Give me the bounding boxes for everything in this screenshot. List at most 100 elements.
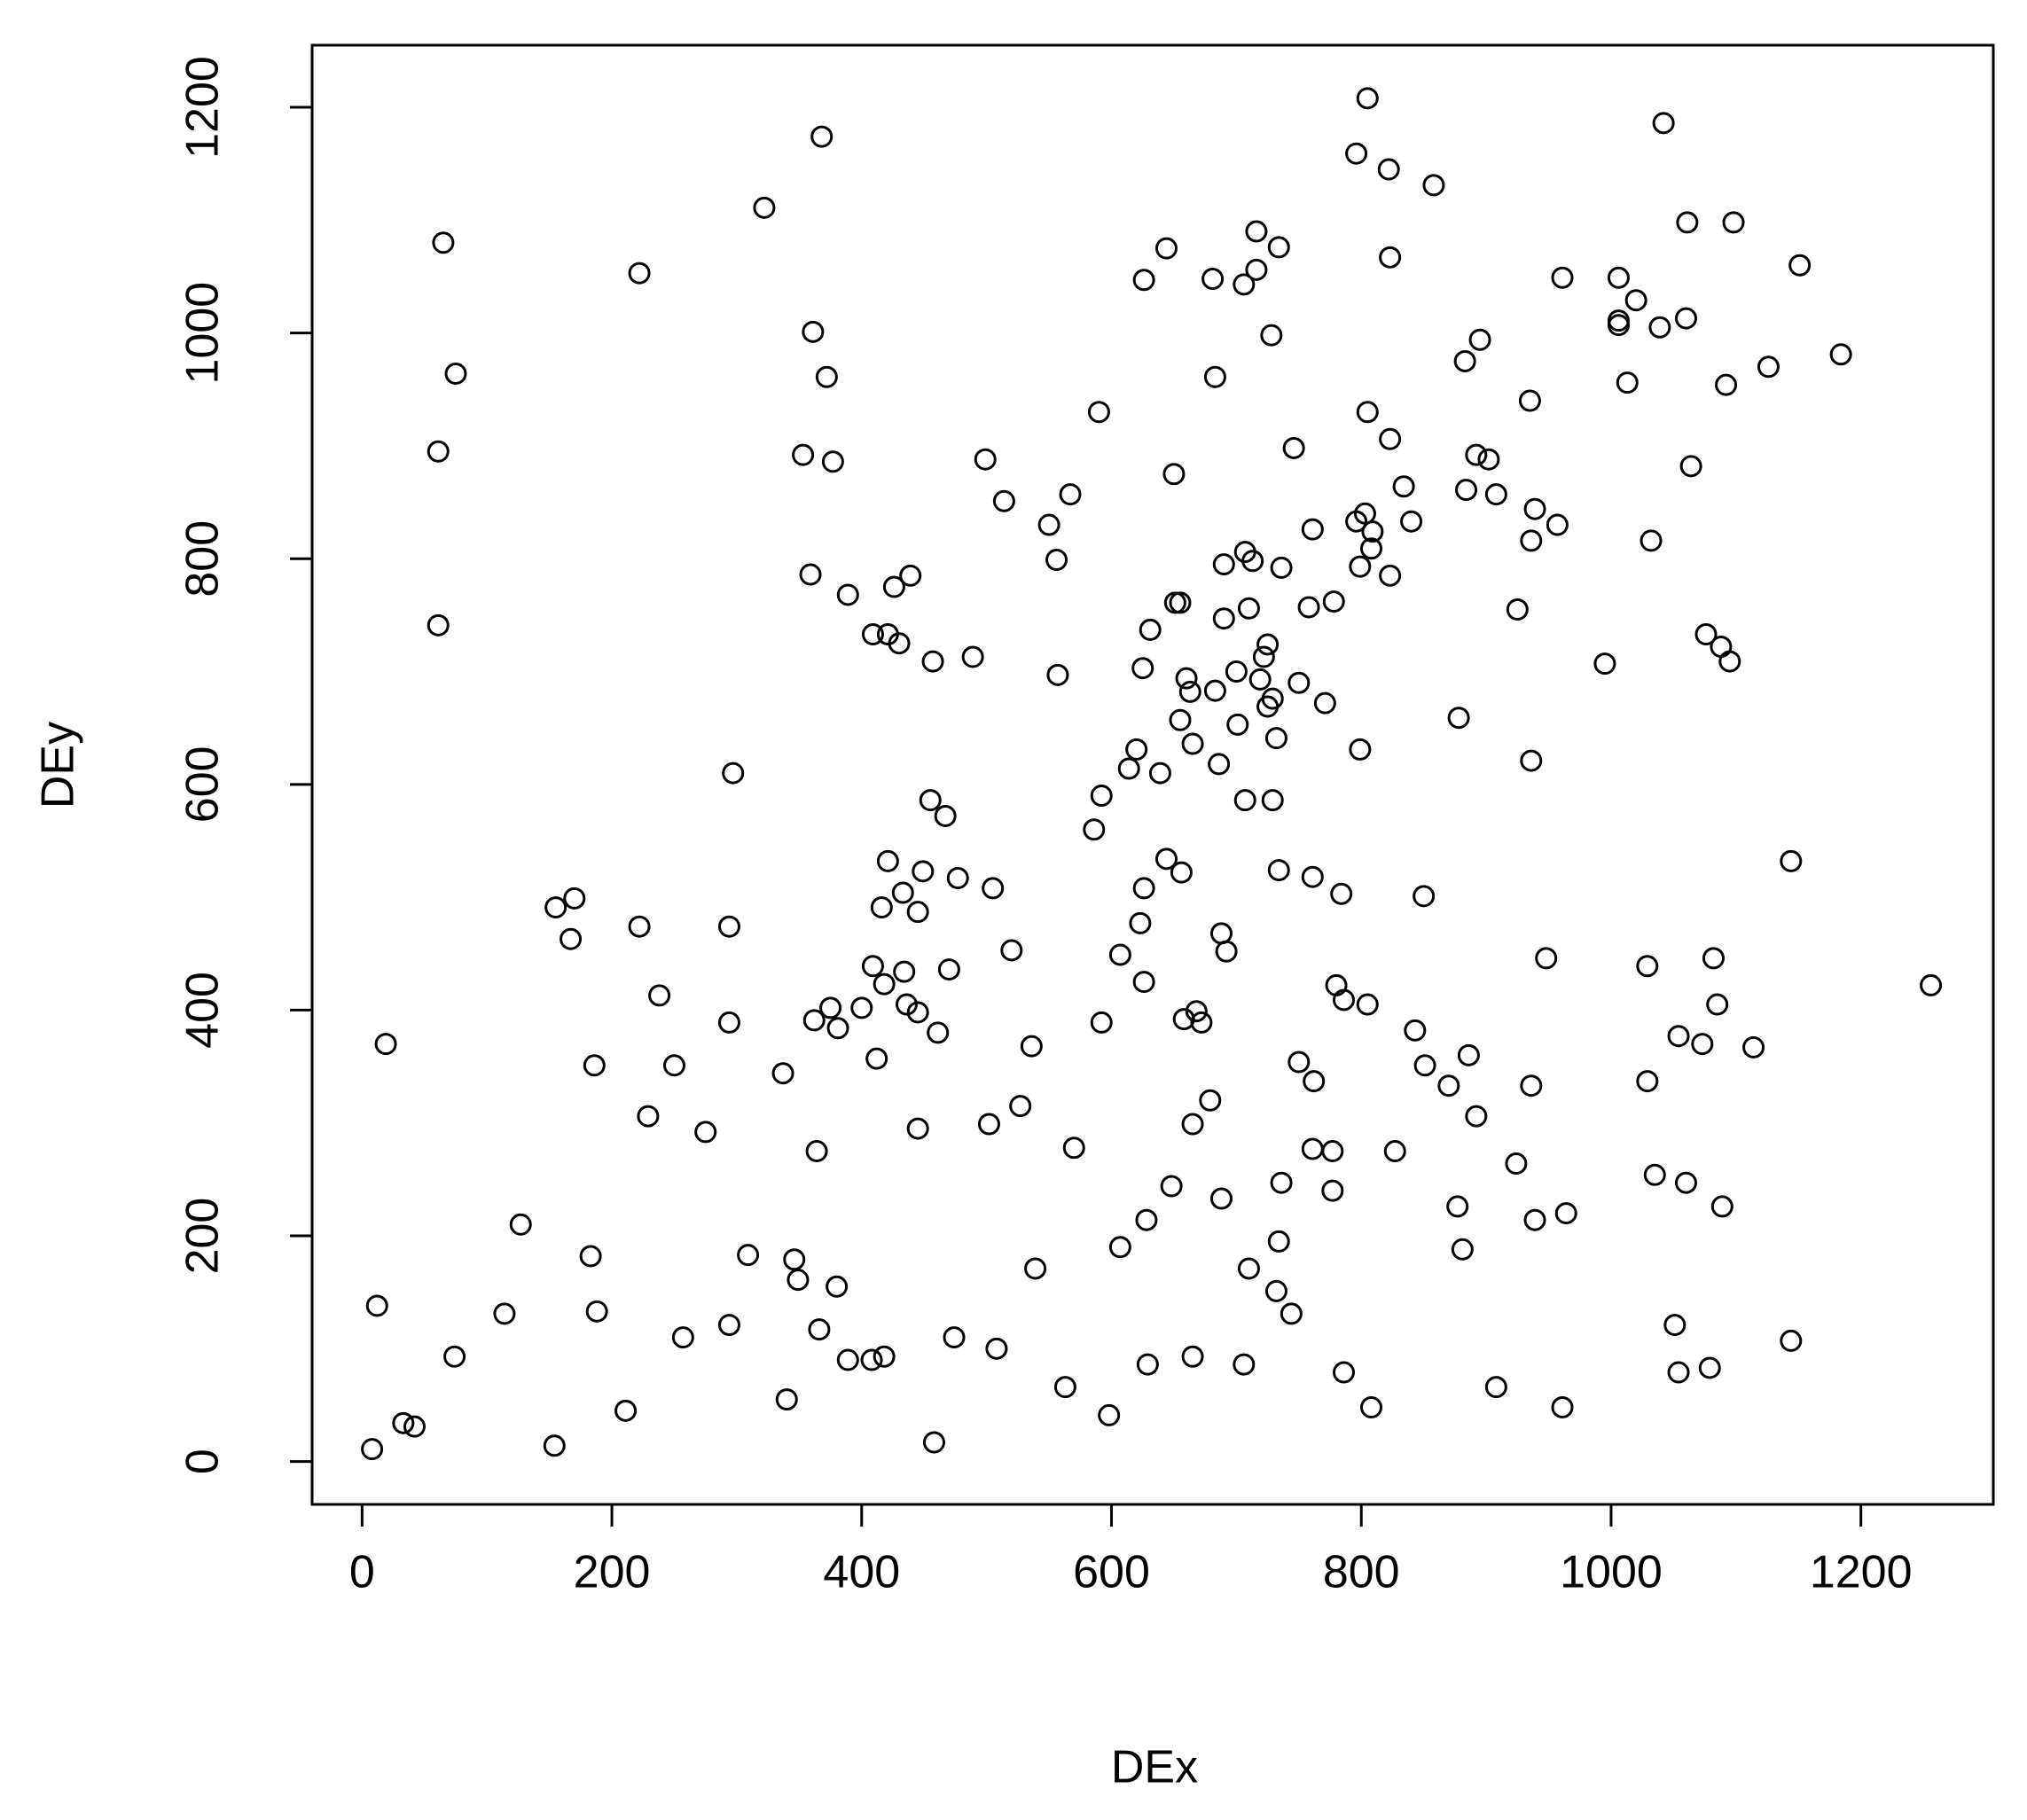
- point: [1455, 479, 1478, 502]
- point: [1241, 550, 1264, 573]
- y-tick-label: 0: [177, 1449, 229, 1474]
- point: [1270, 1171, 1293, 1194]
- point: [444, 362, 467, 385]
- point: [821, 450, 844, 473]
- point: [1009, 1095, 1032, 1118]
- point: [1000, 939, 1023, 962]
- point: [1676, 211, 1699, 234]
- point: [583, 1054, 606, 1077]
- point: [1722, 211, 1745, 234]
- point: [934, 804, 957, 827]
- x-tick-label: 800: [1323, 1547, 1400, 1598]
- point: [403, 1415, 427, 1438]
- point: [1356, 87, 1379, 110]
- point: [1098, 1403, 1121, 1426]
- point: [560, 927, 583, 950]
- point: [1046, 663, 1069, 686]
- point: [1132, 971, 1155, 994]
- point: [1643, 1163, 1666, 1186]
- point: [799, 563, 822, 586]
- point: [361, 1438, 384, 1461]
- point: [1465, 1105, 1488, 1128]
- point: [1447, 707, 1470, 730]
- point: [1131, 657, 1154, 680]
- point: [1422, 174, 1445, 197]
- point: [888, 632, 911, 655]
- point: [912, 860, 935, 883]
- point: [808, 1318, 831, 1341]
- point: [1465, 443, 1488, 466]
- point: [922, 1431, 945, 1454]
- point: [921, 650, 944, 673]
- point: [977, 1113, 1000, 1136]
- point: [1392, 475, 1415, 498]
- point: [1148, 762, 1171, 785]
- point: [1208, 753, 1231, 776]
- point: [1715, 373, 1738, 396]
- x-tick-label: 1200: [1810, 1547, 1913, 1598]
- point: [1648, 316, 1671, 339]
- point: [1624, 289, 1647, 312]
- point: [694, 1121, 717, 1144]
- point: [1297, 596, 1320, 619]
- point: [826, 1275, 849, 1298]
- point: [1360, 1396, 1383, 1419]
- point: [1136, 1353, 1159, 1376]
- point: [432, 231, 455, 254]
- point: [1477, 448, 1500, 471]
- point: [1181, 1345, 1204, 1368]
- point: [1226, 713, 1249, 736]
- point: [982, 877, 1005, 900]
- point: [1303, 1070, 1326, 1093]
- point: [1710, 1195, 1734, 1218]
- point: [1554, 1202, 1577, 1225]
- point: [1518, 389, 1541, 412]
- point: [1267, 859, 1290, 882]
- point: [927, 1021, 950, 1044]
- point: [1379, 246, 1402, 269]
- point: [1468, 328, 1491, 351]
- x-tick-label: 0: [349, 1547, 375, 1598]
- point: [805, 1140, 828, 1163]
- point: [1280, 1302, 1303, 1325]
- point: [1706, 993, 1729, 1016]
- point: [1780, 1329, 1803, 1352]
- point: [1301, 1137, 1324, 1160]
- point: [1245, 258, 1268, 281]
- point: [861, 623, 884, 646]
- point: [1261, 687, 1284, 710]
- point: [1185, 1000, 1208, 1023]
- point: [1199, 1089, 1222, 1112]
- point: [1667, 1361, 1690, 1384]
- point: [896, 993, 919, 1016]
- point: [1132, 877, 1155, 900]
- point: [1652, 112, 1675, 135]
- point: [861, 955, 884, 978]
- point: [1287, 671, 1311, 694]
- point: [1551, 1396, 1574, 1419]
- point: [1353, 502, 1376, 525]
- point: [1237, 1257, 1260, 1280]
- point: [876, 849, 899, 872]
- point: [1691, 1033, 1714, 1056]
- point: [873, 972, 896, 996]
- point: [1313, 691, 1336, 715]
- point: [1379, 427, 1402, 450]
- point: [1321, 1140, 1344, 1163]
- point: [891, 881, 914, 904]
- point: [1523, 1208, 1546, 1231]
- point: [961, 645, 984, 668]
- point: [836, 1348, 859, 1371]
- point: [1301, 518, 1324, 541]
- point: [792, 443, 815, 466]
- point: [1132, 269, 1155, 292]
- x-tick-label: 200: [574, 1547, 651, 1598]
- point: [906, 901, 929, 924]
- point: [1321, 1179, 1344, 1202]
- x-axis-label: DEx: [1111, 1742, 1198, 1793]
- y-tick-label: 1000: [177, 282, 229, 385]
- point: [1301, 865, 1324, 888]
- point: [1233, 1353, 1256, 1376]
- point: [1090, 785, 1113, 808]
- point: [374, 1033, 397, 1056]
